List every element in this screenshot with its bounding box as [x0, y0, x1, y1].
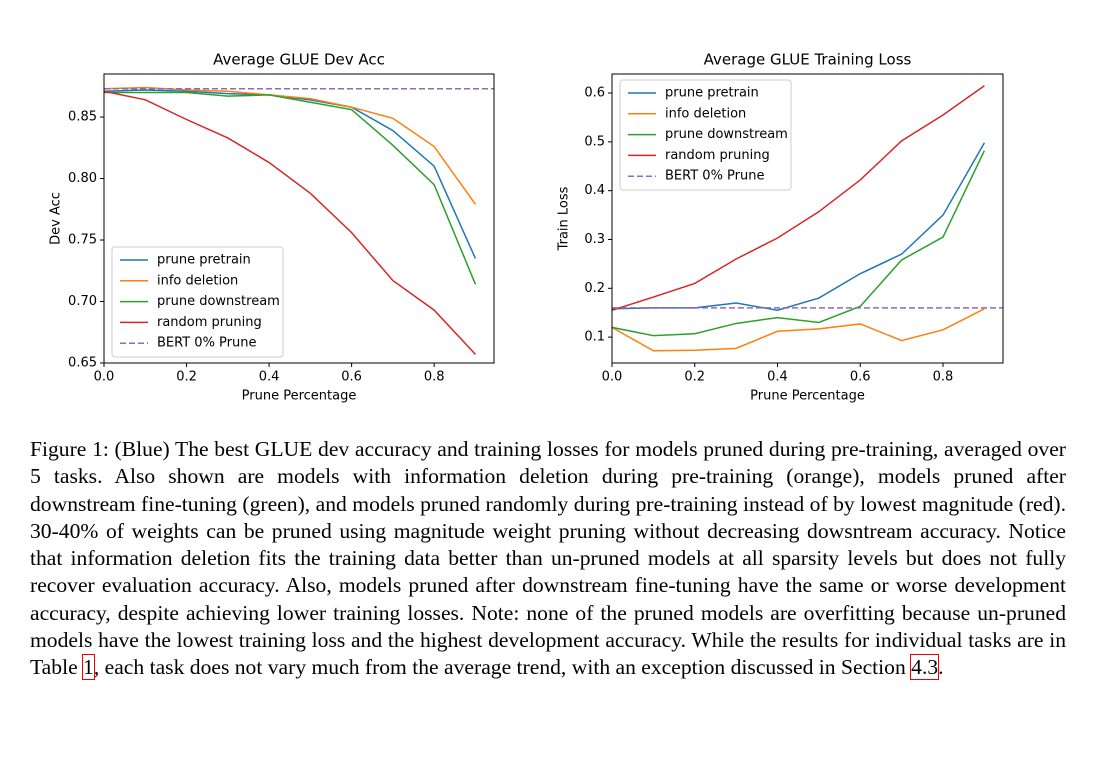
x-tick-label: 0.2 [176, 370, 197, 385]
table-ref[interactable]: 1 [82, 654, 95, 681]
x-axis-label: Prune Percentage [750, 389, 865, 404]
series-line [103, 90, 476, 355]
legend-label: random pruning [157, 315, 262, 330]
y-tick-label: 0.2 [584, 281, 605, 296]
caption-text: . [938, 655, 944, 680]
x-tick-label: 0.4 [259, 370, 280, 385]
x-tick-label: 0.4 [767, 370, 788, 385]
series-line [104, 91, 477, 285]
y-tick-label: 0.75 [68, 233, 97, 248]
series-line [611, 85, 985, 311]
y-axis-label: Train Loss [557, 186, 572, 251]
plot-area [611, 85, 1003, 352]
x-tick-label: 0.8 [933, 370, 954, 385]
legend-label: BERT 0% Prune [665, 169, 764, 184]
series-line [611, 150, 986, 337]
x-tick-label: 0.2 [684, 370, 705, 385]
x-tick-label: 0.8 [424, 370, 445, 385]
legend-label: info deletion [665, 106, 746, 121]
legend-box [619, 79, 792, 191]
chart-title: Average GLUE Training Loss [704, 51, 912, 69]
y-tick-label: 0.3 [584, 232, 605, 247]
chart-title: Average GLUE Dev Acc [213, 51, 385, 69]
legend-label: prune pretrain [665, 86, 759, 101]
x-tick-label: 0.0 [94, 370, 115, 385]
y-tick-label: 0.4 [584, 183, 605, 198]
series-line [611, 142, 986, 312]
section-ref[interactable]: 4.3 [910, 654, 940, 681]
legend-label: BERT 0% Prune [157, 336, 256, 351]
legend-box [111, 246, 284, 358]
x-axis-label: Prune Percentage [242, 389, 357, 404]
series-line [103, 86, 477, 205]
x-tick-label: 0.6 [850, 370, 871, 385]
y-tick-label: 0.5 [584, 134, 605, 149]
plot-area [103, 86, 494, 355]
legend-label: prune pretrain [157, 253, 251, 268]
figure: Average GLUE Dev Acc Prune Percentage Dev … [49, 51, 1004, 404]
y-tick-label: 0.70 [68, 294, 97, 309]
axes-frame [611, 73, 1004, 364]
series-line [611, 308, 985, 352]
legend-label: info deletion [157, 273, 238, 288]
series-line [103, 89, 477, 259]
caption-text: , each task does not vary much from the … [93, 655, 912, 680]
y-tick-label: 0.1 [584, 330, 605, 345]
y-tick-label: 0.80 [68, 171, 97, 186]
y-tick-label: 0.6 [584, 86, 605, 101]
legend-label: prune downstream [665, 127, 788, 142]
caption: Figure 1: (Blue) The best GLUE dev accur… [30, 436, 1066, 682]
axes-frame [103, 73, 495, 364]
legend-label: prune downstream [157, 294, 280, 309]
legend-label: random pruning [665, 148, 770, 163]
y-tick-label: 0.65 [68, 356, 97, 371]
y-axis-label: Dev Acc [49, 192, 64, 245]
y-tick-label: 0.85 [68, 110, 97, 125]
caption-text: Figure 1: (Blue) The best GLUE dev accur… [30, 437, 1066, 680]
x-tick-label: 0.0 [602, 370, 623, 385]
x-tick-label: 0.6 [341, 370, 362, 385]
